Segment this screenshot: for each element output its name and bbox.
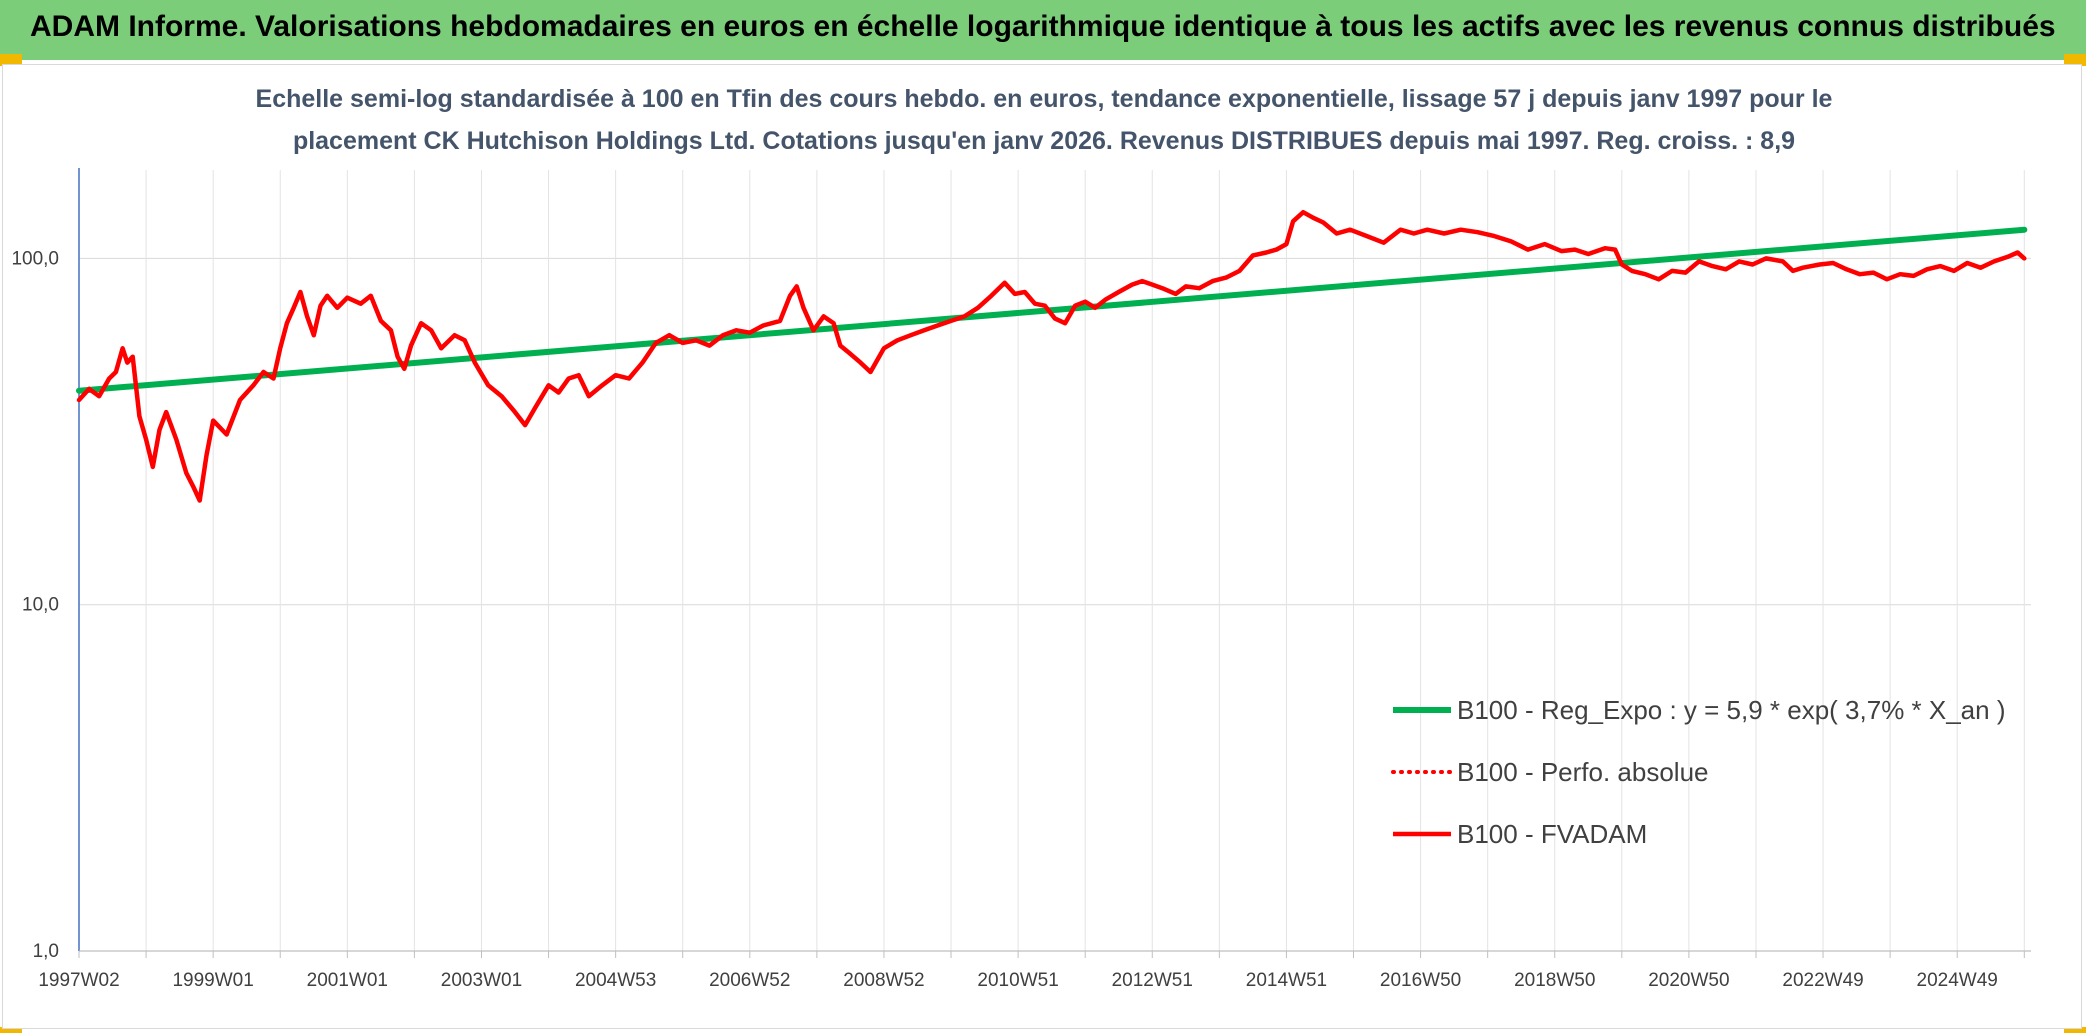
series-lines [76,209,2028,503]
grid-lines [78,170,2031,952]
corner-accent-right [2064,54,2086,66]
legend-label: B100 - Reg_Expo : y = 5,9 * exp( 3,7% * … [1457,695,2006,725]
y-tick-label: 100,0 [11,248,59,269]
chart-subtitle-line-2: placement CK Hutchison Holdings Ltd. Cot… [293,127,1795,155]
x-tick-label: 2020W50 [1648,970,1729,991]
x-tick-label: 2006W52 [709,970,790,991]
x-tick-label: 2018W50 [1514,970,1595,991]
legend-label: B100 - Perfo. absolue [1457,757,1709,787]
x-tick-label: 1999W01 [172,970,253,991]
y-tick-label: 10,0 [22,595,59,616]
corner-accent-left [0,54,22,66]
chart-subtitle-line-1: Echelle semi-log standardisée à 100 en T… [256,85,1833,113]
report-title: ADAM Informe. Valorisations hebdomadaire… [30,10,2056,43]
corner-accent-bottom-right [2064,1027,2086,1033]
x-tick-label: 2024W49 [1917,970,1998,991]
corner-accent-bottom-left [0,1027,22,1033]
axes: 1,0 10,0 100,0 1997W02 1999W01 2001W01 2003W01… [11,168,2031,991]
x-tick-label: 2016W50 [1380,970,1461,991]
x-tick-label: 1997W02 [38,970,119,991]
series-line-regression [76,226,2028,394]
x-tick-label: 2004W53 [575,970,656,991]
x-tick-label: 2003W01 [441,970,522,991]
legend: B100 - Reg_Expo : y = 5,9 * exp( 3,7% * … [1391,695,2006,849]
x-tick-label: 2012W51 [1112,970,1193,991]
report-header: ADAM Informe. Valorisations hebdomadaire… [0,0,2086,60]
x-tick-label: 2008W52 [843,970,924,991]
x-tick-label: 2010W51 [977,970,1058,991]
line-chart: Echelle semi-log standardisée à 100 en T… [11,85,2031,991]
x-tick-label: 2014W51 [1246,970,1327,991]
y-tick-label: 1,0 [33,941,59,962]
x-tick-label: 2022W49 [1782,970,1863,991]
x-tick-label: 2001W01 [307,970,388,991]
chart-panel: Echelle semi-log standardisée à 100 en T… [2,64,2082,1029]
series-line-fvadam [76,209,2027,503]
legend-label: B100 - FVADAM [1457,819,1647,849]
